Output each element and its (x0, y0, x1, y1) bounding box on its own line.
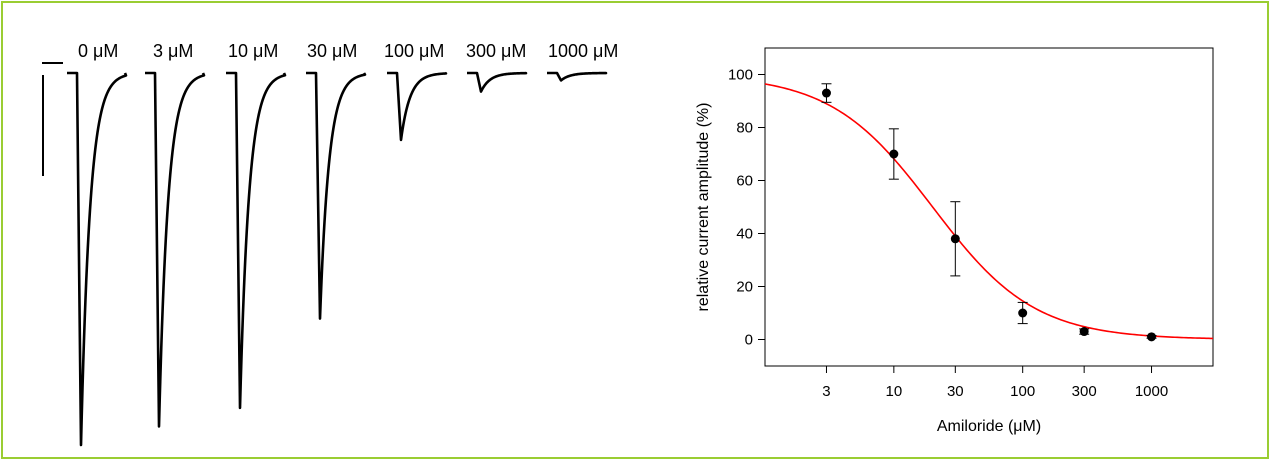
current-trace (145, 71, 206, 428)
data-point (1147, 332, 1157, 342)
x-tick-label: 300 (1072, 383, 1097, 400)
data-point (821, 88, 831, 98)
y-tick-label: 80 (736, 120, 753, 137)
x-tick-label: 10 (885, 383, 902, 400)
current-trace (467, 71, 528, 93)
y-tick-label: 20 (736, 279, 753, 296)
data-point (1018, 308, 1028, 318)
fit-curve (764, 83, 1214, 340)
data-point (889, 149, 899, 159)
trace-label: 30 μM (307, 41, 357, 61)
x-tick-label: 100 (1010, 383, 1035, 400)
dose-response-chart: 0 20 40 60 80 100 3 10 30 100 300 1000 Amiloride (… (695, 47, 1214, 435)
current-trace (226, 71, 287, 410)
trace-label: 3 μM (153, 41, 193, 61)
current-trace (387, 71, 448, 142)
y-axis-ticks: 0 20 40 60 80 100 (728, 67, 765, 349)
current-trace (67, 71, 128, 447)
x-tick-label: 30 (947, 383, 964, 400)
trace-label: 0 μM (78, 41, 118, 61)
x-axis-label: Amiloride (μM) (937, 418, 1041, 435)
current-traces-panel: 0 μM 3 μM 10 μM 30 μM 100 μM 300 μM 1000 μM (42, 41, 618, 447)
y-axis-label: relative current amplitude (%) (695, 103, 712, 312)
trace-label: 1000 μM (548, 41, 618, 61)
y-tick-label: 40 (736, 226, 753, 243)
data-point (950, 234, 960, 244)
x-axis-ticks: 3 10 30 100 300 1000 (822, 366, 1168, 400)
y-tick-label: 100 (728, 67, 753, 84)
trace-label: 100 μM (384, 41, 444, 61)
y-tick-label: 0 (745, 332, 753, 349)
plot-frame (764, 47, 1214, 367)
current-trace (547, 71, 608, 82)
y-tick-label: 60 (736, 173, 753, 190)
x-tick-label: 1000 (1135, 383, 1168, 400)
trace-label: 10 μM (228, 41, 278, 61)
data-points (821, 83, 1157, 342)
trace-label: 300 μM (466, 41, 526, 61)
data-point (1079, 327, 1089, 337)
x-tick-label: 3 (822, 383, 830, 400)
current-trace (306, 71, 367, 320)
